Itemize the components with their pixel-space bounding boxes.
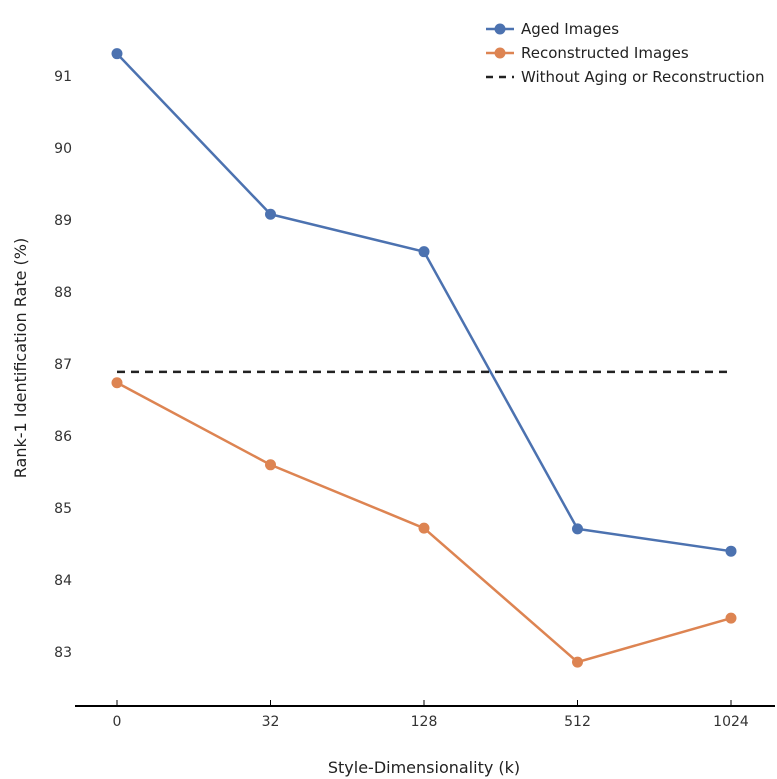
y-axis: 83 84 85 86 87 88 89 90 91 <box>54 69 72 661</box>
data-point <box>572 656 583 668</box>
series-1 <box>111 377 737 668</box>
data-point <box>111 377 123 389</box>
y-tick-label: 89 <box>54 213 72 229</box>
series-line <box>116 52 732 553</box>
data-point <box>725 545 737 557</box>
x-axis-label: Style-Dimensionality (k) <box>328 758 520 777</box>
y-tick-label: 84 <box>54 573 72 589</box>
data-point <box>265 459 276 471</box>
legend-item: Reconstructed Images <box>486 44 689 62</box>
data-point <box>111 48 123 60</box>
legend-item: Without Aging or Reconstruction <box>486 68 765 86</box>
legend-label: Reconstructed Images <box>521 44 689 62</box>
series-0 <box>111 48 737 557</box>
y-tick-label: 87 <box>54 357 72 373</box>
y-tick-label: 91 <box>54 69 72 85</box>
x-tick-label: 1024 <box>713 714 749 730</box>
y-tick-label: 86 <box>54 429 72 445</box>
y-tick-label: 88 <box>54 285 72 301</box>
data-point <box>418 522 430 534</box>
y-tick-label: 83 <box>54 645 72 661</box>
legend: Aged Images Reconstructed Images Without A… <box>486 20 765 86</box>
plot-area <box>111 48 737 668</box>
y-axis-label: Rank-1 Identification Rate (%) <box>11 238 30 478</box>
x-axis: 0 32 128 512 1024 <box>75 700 775 730</box>
y-tick-label: 85 <box>54 501 72 517</box>
x-tick-label: 32 <box>262 714 280 730</box>
series-line <box>116 381 732 664</box>
x-tick-label: 128 <box>411 714 438 730</box>
x-tick-label: 512 <box>564 714 591 730</box>
data-point <box>725 612 737 624</box>
legend-item: Aged Images <box>486 20 619 38</box>
data-point <box>418 246 430 258</box>
legend-label: Without Aging or Reconstruction <box>521 68 765 86</box>
legend-label: Aged Images <box>521 20 619 38</box>
data-point <box>265 208 276 220</box>
y-tick-label: 90 <box>54 141 72 157</box>
data-point <box>572 523 583 535</box>
x-tick-label: 0 <box>113 714 122 730</box>
